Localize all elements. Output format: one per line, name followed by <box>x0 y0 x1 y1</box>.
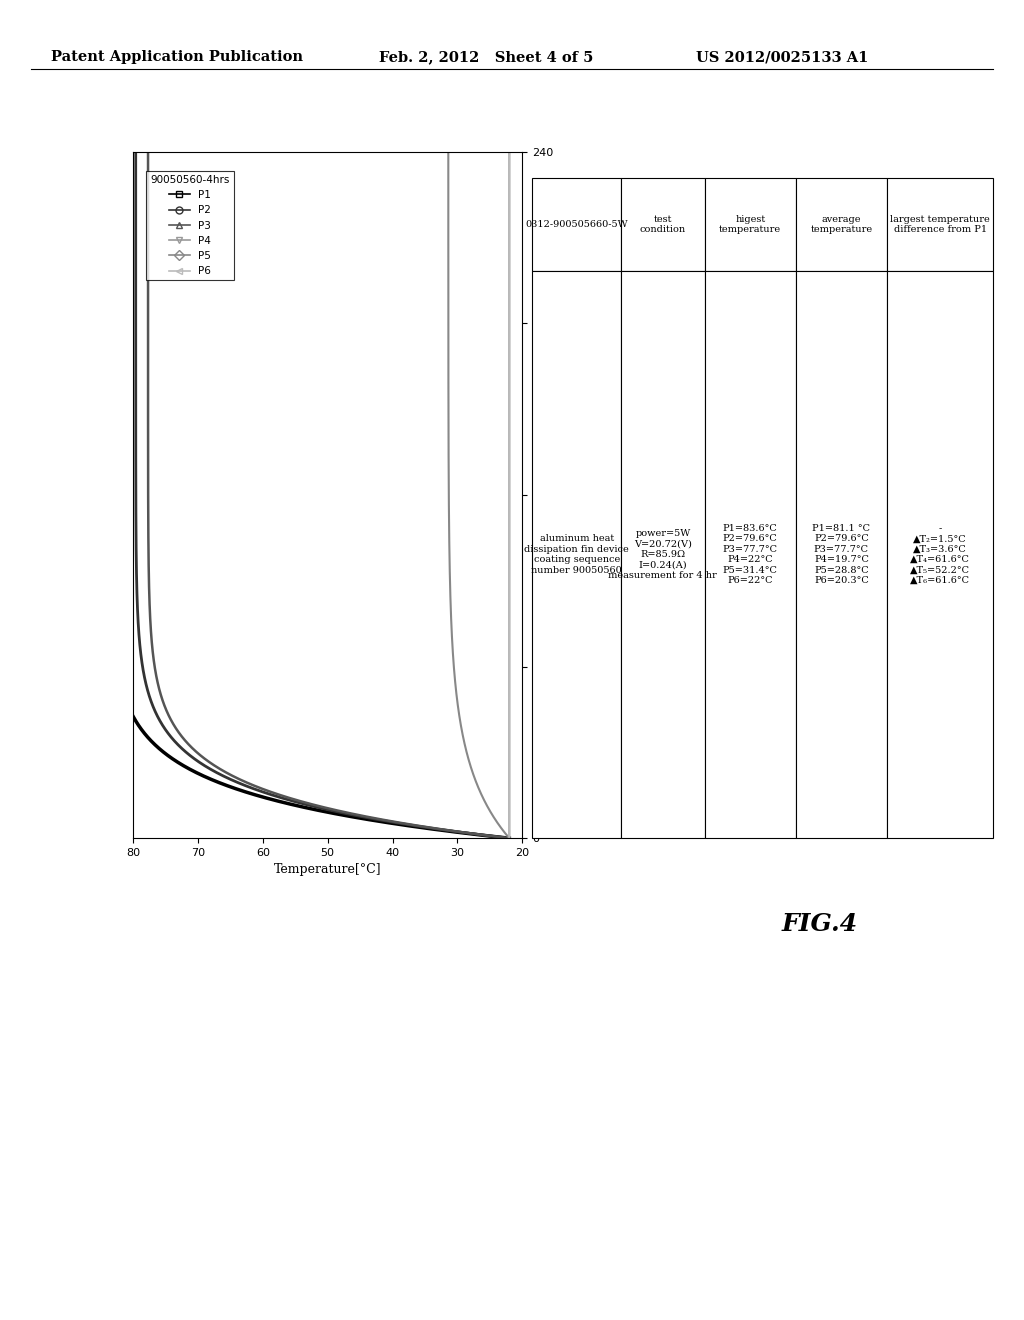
Y-axis label: Time[min]: Time[min] <box>559 462 571 528</box>
Text: 0312-900505660-5W: 0312-900505660-5W <box>525 220 628 228</box>
Text: higest
temperature: higest temperature <box>719 215 781 234</box>
X-axis label: Temperature[°C]: Temperature[°C] <box>273 863 382 876</box>
Text: -
▲T₂=1.5°C
▲T₃=3.6°C
▲T₄=61.6°C
▲T₅=52.2°C
▲T₆=61.6°C: - ▲T₂=1.5°C ▲T₃=3.6°C ▲T₄=61.6°C ▲T₅=52.… <box>910 524 970 585</box>
Text: test
condition: test condition <box>640 215 686 234</box>
Text: aluminum heat
dissipation fin device
coating sequence
number 90050560: aluminum heat dissipation fin device coa… <box>524 535 629 574</box>
Text: Feb. 2, 2012   Sheet 4 of 5: Feb. 2, 2012 Sheet 4 of 5 <box>379 50 593 65</box>
Text: FIG.4: FIG.4 <box>781 912 857 936</box>
Text: P1=83.6°C
P2=79.6°C
P3=77.7°C
P4=22°C
P5=31.4°C
P6=22°C: P1=83.6°C P2=79.6°C P3=77.7°C P4=22°C P5… <box>723 524 777 585</box>
Text: average
temperature: average temperature <box>810 215 872 234</box>
Text: power=5W
V=20.72(V)
R=85.9Ω
I=0.24(A)
measurement for 4 hr: power=5W V=20.72(V) R=85.9Ω I=0.24(A) me… <box>608 529 717 579</box>
Legend: P1, P2, P3, P4, P5, P6: P1, P2, P3, P4, P5, P6 <box>146 170 233 280</box>
Text: US 2012/0025133 A1: US 2012/0025133 A1 <box>696 50 868 65</box>
Text: P1=81.1 °C
P2=79.6°C
P3=77.7°C
P4=19.7°C
P5=28.8°C
P6=20.3°C: P1=81.1 °C P2=79.6°C P3=77.7°C P4=19.7°C… <box>812 524 870 585</box>
Text: largest temperature
difference from P1: largest temperature difference from P1 <box>890 215 990 234</box>
Text: Patent Application Publication: Patent Application Publication <box>51 50 303 65</box>
